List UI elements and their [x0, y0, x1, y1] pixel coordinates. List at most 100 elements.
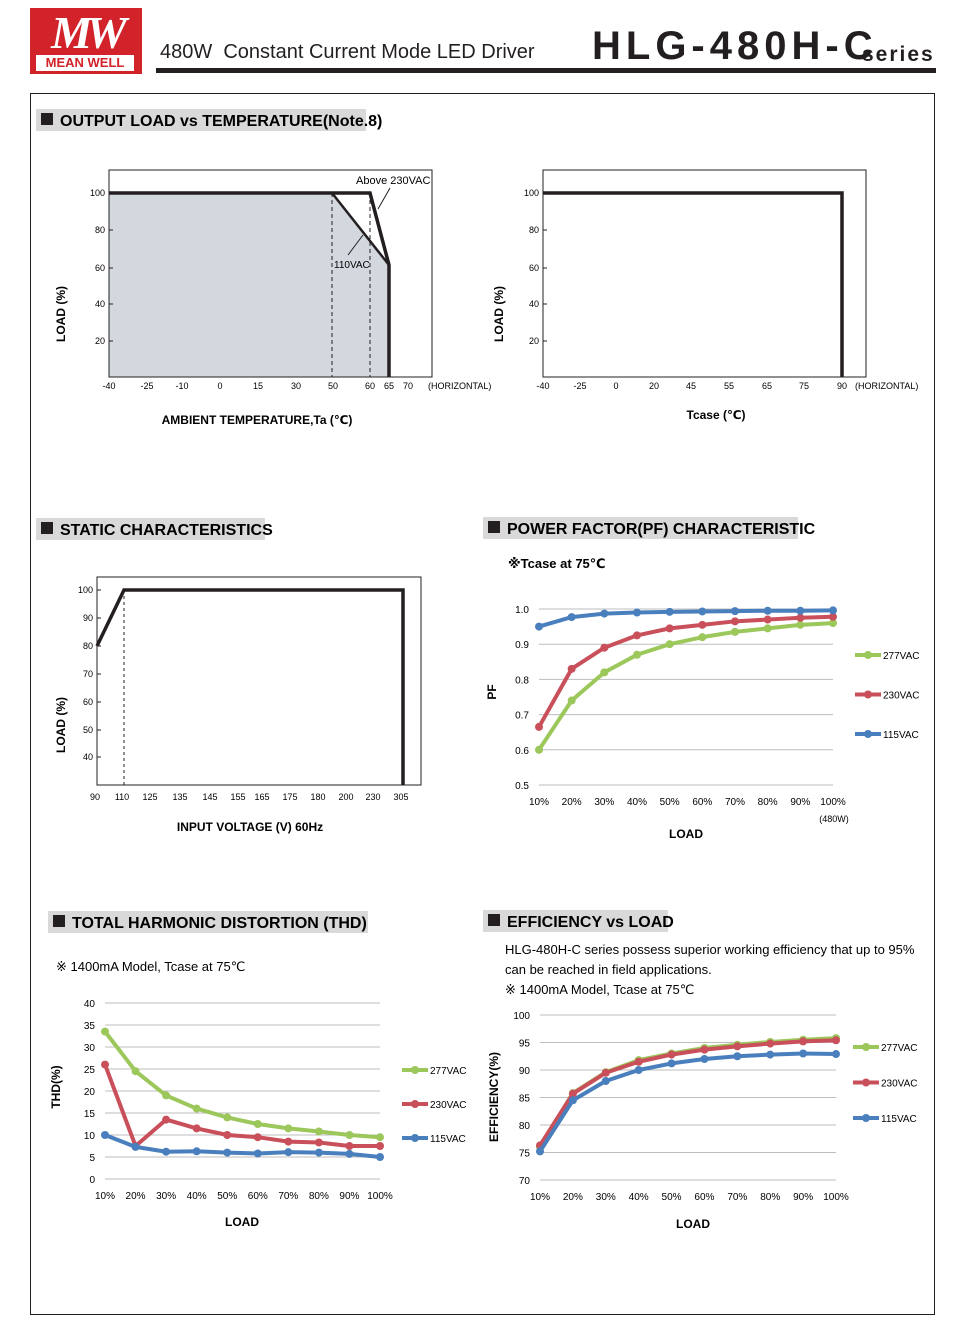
x-tick-label: -25: [140, 381, 153, 391]
x-tick-label: 50: [328, 381, 338, 391]
data-point-277vac: [131, 1067, 140, 1076]
data-point-277vac: [600, 668, 609, 677]
x-tick-label: 20%: [562, 797, 582, 808]
plot-frame: [542, 169, 867, 378]
data-point-230vac: [192, 1124, 201, 1133]
data-point-230vac: [763, 615, 772, 624]
curve-load: [95, 588, 405, 785]
legend-marker-115vac: [862, 1114, 870, 1122]
x-tick-label: 125: [142, 792, 157, 802]
x-tick-label: -40: [536, 381, 549, 391]
label-110vac: 110VAC: [334, 260, 370, 271]
series-line-277vac: [103, 1030, 381, 1140]
y-tick-label: 50: [83, 725, 93, 735]
data-point-115vac: [253, 1149, 262, 1158]
data-point-277vac: [829, 619, 837, 628]
x-tick-label: 100%: [823, 1192, 849, 1203]
logo-mark: MW: [51, 7, 127, 58]
y-tick-label: 90: [83, 613, 93, 623]
legend-label-230vac: 230VAC: [430, 1100, 467, 1111]
data-point-230vac: [634, 1057, 643, 1066]
chart-thd: LOAD THD(%) 40 35 30 25 20 15 10 5 010% 20% 30% 40%…: [49, 999, 467, 1229]
x-tick-label: 10%: [95, 1191, 115, 1202]
y-axis-title: LOAD (%): [492, 286, 506, 342]
data-point-230vac: [567, 664, 576, 673]
legend-marker-230vac: [862, 1078, 870, 1087]
section-bullet-icon: [488, 914, 500, 926]
section-bullet-icon: [53, 915, 65, 927]
data-point-115vac: [601, 1077, 610, 1085]
data-point-230vac: [600, 643, 609, 652]
x-tick-label: 60%: [248, 1191, 268, 1202]
data-point-230vac: [832, 1036, 840, 1045]
x-tick-label: 30%: [596, 1192, 616, 1203]
y-tick-label: 75: [519, 1149, 531, 1160]
series-line-115vac: [538, 608, 834, 629]
legend-marker-277vac: [411, 1066, 419, 1074]
x-tick-label: 45: [686, 381, 696, 391]
x-tick-label: 40%: [629, 1192, 649, 1203]
y-tick-label: 100: [90, 188, 105, 198]
y-tick-label: 30: [84, 1043, 96, 1054]
x-tick-label: 70: [403, 381, 413, 391]
data-point-277vac: [284, 1124, 293, 1133]
x-tick-label: 165: [254, 792, 269, 802]
x-tick-label: 155: [230, 792, 245, 802]
x-tick-label: 30%: [594, 797, 614, 808]
y-ticks: 100 90 80 70 60 50 40: [78, 585, 101, 762]
data-point-115vac: [536, 1147, 544, 1156]
plot-frame: [96, 576, 422, 786]
y-axis-title: LOAD (%): [54, 697, 68, 753]
y-tick-label: 80: [95, 225, 105, 235]
y-tick-label: 0.7: [515, 711, 529, 722]
data-point-230vac: [698, 620, 707, 629]
data-point-230vac: [700, 1045, 709, 1054]
chart-efficiency: LOAD EFFICIENCY(%) 100 95 90 85 80 75 70 10% 20%…: [487, 1011, 918, 1231]
y-tick-label: 100: [524, 188, 539, 198]
content-frame: [30, 93, 935, 1315]
x-tick-label: 0: [613, 381, 618, 391]
section-bullet-icon: [41, 113, 53, 125]
header-rule: [156, 68, 936, 73]
y-tick-label: 0.8: [515, 675, 529, 686]
x-tick-label: 100%: [367, 1191, 393, 1202]
y-ticks: 100 80 60 40 20: [524, 188, 547, 346]
x-tick-label: 230: [365, 792, 380, 802]
x-tick-label: 60%: [692, 797, 712, 808]
data-point-277vac: [796, 620, 805, 629]
section-header-bg: [36, 109, 366, 131]
data-point-277vac: [763, 624, 772, 633]
y-tick-label: 60: [529, 263, 539, 273]
legend-label-230vac: 230VAC: [883, 691, 920, 702]
y-tick-label: 70: [83, 669, 93, 679]
x-tick-label: 60: [365, 381, 375, 391]
data-point-277vac: [314, 1127, 323, 1136]
x-tick-label: 20: [649, 381, 659, 391]
x-axis-title: LOAD: [669, 827, 703, 841]
pf-note: ※Tcase at 75℃: [508, 556, 606, 571]
data-point-230vac: [284, 1137, 293, 1146]
x-tick-label: 0: [217, 381, 222, 391]
data-point-230vac: [766, 1039, 775, 1048]
y-tick-label: 90: [519, 1066, 531, 1077]
data-point-230vac: [101, 1060, 109, 1069]
legend-marker-115vac: [864, 730, 872, 738]
section-header-derating: OUTPUT LOAD vs TEMPERATURE(Note.8): [36, 109, 382, 131]
label-above-230vac: Above 230VAC: [356, 175, 430, 187]
data-point-230vac: [568, 1089, 577, 1098]
y-tick-label: 80: [83, 641, 93, 651]
series-line-230vac: [538, 1038, 837, 1147]
section-header-static: STATIC CHARACTERISTICS: [36, 518, 273, 540]
y-axis-title: LOAD (%): [54, 286, 68, 342]
x-axis-title: INPUT VOLTAGE (V) 60Hz: [177, 820, 323, 834]
data-point-277vac: [535, 745, 543, 754]
data-point-115vac: [799, 1049, 808, 1058]
y-tick-label: 0: [89, 1175, 95, 1186]
data-point-115vac: [314, 1148, 323, 1157]
series-label: series: [862, 43, 935, 66]
y-tick-label: 20: [529, 336, 539, 346]
data-point-115vac: [633, 608, 641, 617]
data-point-277vac: [567, 696, 576, 705]
y-tick-label: 70: [519, 1176, 531, 1187]
curve-above-230vac: [109, 191, 391, 377]
